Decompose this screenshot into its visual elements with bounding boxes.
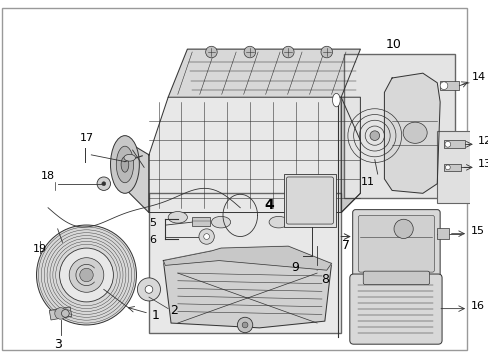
Circle shape	[393, 219, 412, 238]
Circle shape	[145, 285, 152, 293]
Circle shape	[37, 225, 136, 325]
Circle shape	[244, 46, 255, 58]
Ellipse shape	[124, 154, 135, 161]
Text: 17: 17	[79, 133, 93, 143]
Text: 7: 7	[341, 239, 349, 252]
Bar	[192, 217, 209, 226]
Text: 9: 9	[290, 261, 298, 274]
Polygon shape	[149, 97, 360, 212]
Bar	[443, 140, 464, 148]
Text: 4: 4	[264, 198, 273, 212]
Bar	[443, 165, 460, 171]
Circle shape	[60, 248, 113, 302]
Ellipse shape	[211, 216, 230, 228]
Circle shape	[69, 258, 103, 292]
Ellipse shape	[116, 146, 133, 183]
Polygon shape	[163, 251, 331, 328]
FancyBboxPatch shape	[352, 210, 439, 278]
Ellipse shape	[61, 310, 69, 317]
Circle shape	[205, 46, 217, 58]
FancyBboxPatch shape	[363, 271, 428, 285]
Bar	[344, 54, 454, 198]
Ellipse shape	[121, 157, 128, 172]
Text: 11: 11	[360, 177, 374, 187]
Ellipse shape	[312, 212, 331, 223]
Ellipse shape	[168, 212, 187, 223]
Circle shape	[97, 177, 110, 190]
FancyBboxPatch shape	[286, 177, 333, 224]
Bar	[436, 228, 448, 239]
Polygon shape	[168, 49, 360, 97]
Ellipse shape	[268, 216, 288, 228]
Text: 10: 10	[386, 38, 401, 51]
Circle shape	[80, 268, 93, 282]
Text: 6: 6	[149, 235, 156, 245]
Circle shape	[242, 322, 247, 328]
Text: 3: 3	[54, 338, 61, 351]
Polygon shape	[341, 97, 360, 212]
Text: 2: 2	[170, 304, 178, 317]
Text: 13: 13	[477, 159, 488, 170]
Bar	[436, 131, 488, 203]
Circle shape	[439, 82, 447, 90]
Text: 12: 12	[477, 136, 488, 147]
Circle shape	[444, 141, 450, 147]
Circle shape	[445, 165, 449, 170]
Text: 15: 15	[470, 226, 484, 236]
Text: 14: 14	[471, 72, 485, 82]
Text: 16: 16	[470, 301, 484, 311]
Circle shape	[237, 317, 252, 333]
Polygon shape	[384, 73, 439, 193]
Bar	[49, 307, 72, 320]
Circle shape	[203, 234, 209, 239]
Bar	[439, 81, 458, 90]
Polygon shape	[124, 140, 149, 212]
Circle shape	[55, 308, 66, 319]
Circle shape	[369, 131, 379, 140]
Circle shape	[102, 182, 105, 186]
Text: 5: 5	[149, 218, 156, 228]
Text: 1: 1	[152, 309, 160, 322]
Circle shape	[320, 46, 332, 58]
Circle shape	[282, 46, 293, 58]
Circle shape	[137, 278, 160, 301]
FancyBboxPatch shape	[349, 274, 441, 344]
Bar	[149, 193, 341, 333]
Text: 19: 19	[33, 244, 47, 254]
Polygon shape	[163, 246, 331, 270]
Circle shape	[199, 229, 214, 244]
Ellipse shape	[110, 136, 139, 193]
Bar	[283, 174, 336, 227]
FancyBboxPatch shape	[358, 215, 433, 272]
Ellipse shape	[332, 93, 340, 107]
Ellipse shape	[402, 122, 427, 143]
Text: 18: 18	[41, 171, 55, 181]
Text: 8: 8	[320, 273, 328, 286]
